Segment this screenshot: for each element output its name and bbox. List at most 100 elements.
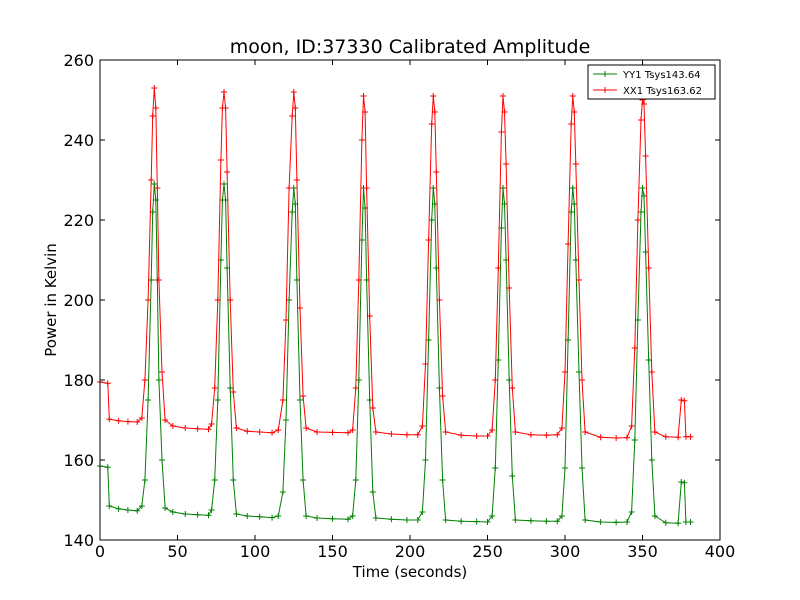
legend-label-xx1: XX1 Tsys163.62 (623, 86, 702, 97)
series-0-point-17 (169, 509, 176, 515)
series-0-point-59 (388, 516, 395, 523)
series-1-point-1 (104, 380, 111, 387)
series-1-point-44 (300, 393, 307, 399)
series-1-point-21 (208, 421, 215, 427)
series-0-point-32 (244, 513, 251, 519)
chart-title: moon, ID:37330 Calibrated Amplitude (230, 36, 591, 58)
series-0-point-92 (569, 185, 576, 191)
series-1-point-10 (149, 113, 156, 119)
series-0-point-112 (675, 520, 682, 527)
series-1-point-109 (648, 369, 655, 375)
series-0-point-57 (369, 489, 376, 495)
series-1-point-19 (194, 425, 201, 432)
series-1-point-110 (651, 429, 658, 435)
series-1-point-106 (641, 101, 648, 107)
series-1-point-64 (425, 237, 432, 243)
series-0-point-71 (442, 517, 449, 523)
series-1-point-12 (152, 105, 159, 111)
series-1-point-27 (222, 105, 229, 111)
series-0-point-101 (628, 509, 635, 515)
series-1-point-32 (244, 428, 251, 435)
series-1-point-46 (314, 429, 320, 435)
series-1-point-113 (678, 397, 685, 403)
series-1-point-69 (436, 297, 443, 303)
series-0-point-73 (473, 518, 480, 525)
series-0-point-105 (639, 185, 646, 191)
y-tick-label-0: 140 (63, 531, 94, 550)
legend: YY1 Tsys143.64 XX1 Tsys163.62 (587, 64, 716, 100)
series-0-point-89 (562, 465, 568, 471)
series-1-point-33 (256, 429, 263, 435)
series-0-point-77 (495, 357, 502, 363)
series-0-point-15 (159, 457, 165, 463)
x-tick-label-4: 200 (395, 542, 426, 561)
series-1-point-77 (495, 265, 502, 271)
x-tick-label-6: 300 (550, 542, 581, 561)
series-0-point-37 (283, 417, 289, 423)
x-tick-label-7: 350 (627, 542, 658, 561)
legend-label-yy1: YY1 Tsys143.64 (622, 70, 701, 81)
series-0-point-84 (512, 517, 519, 523)
series-1-point-11 (151, 85, 158, 91)
series-1-point-65 (428, 121, 435, 127)
series-0-point-93 (571, 201, 578, 207)
series-1-point-28 (224, 169, 231, 175)
series-1-point-61 (414, 431, 421, 438)
x-axis: 0 50 100 150 200 250 300 350 400 (95, 60, 735, 561)
series-0-point-8 (145, 397, 152, 403)
series-0-point-102 (631, 437, 638, 443)
series-1-point-38 (286, 185, 293, 191)
series-1-point-56 (366, 313, 373, 319)
series-1-point-73 (473, 433, 480, 439)
series-0-point-76 (492, 465, 499, 471)
series-1-point-60 (403, 431, 410, 438)
series-1-point-94 (572, 161, 579, 167)
series-0-point-33 (256, 513, 263, 520)
series-0-point-75 (489, 513, 496, 519)
series-1-point-89 (562, 369, 568, 375)
series-0-point-106 (641, 193, 648, 199)
x-axis-label: Time (seconds) (352, 563, 468, 581)
series-0-point-30 (230, 477, 237, 483)
series-1-point-35 (275, 427, 282, 433)
series-1-point-52 (358, 137, 365, 143)
series-0-point-86 (543, 518, 550, 525)
series-0-point-63 (422, 457, 429, 463)
series-1-point-87 (554, 431, 561, 438)
x-tick-label-1: 50 (167, 542, 187, 561)
series-1-point-48 (345, 429, 351, 436)
series-0-point-31 (233, 511, 240, 517)
series-1-point-16 (162, 417, 169, 423)
series-0-point-22 (211, 477, 218, 483)
series-1-point-86 (543, 432, 550, 439)
series-1-point-63 (422, 361, 429, 367)
series-0-point-72 (458, 518, 465, 525)
series-0-point-108 (645, 357, 652, 363)
series-0-point-99 (613, 519, 620, 526)
y-tick-label-3: 200 (63, 291, 94, 310)
series-1-point-26 (221, 89, 227, 95)
series-1-point-8 (145, 297, 152, 303)
series-1-point-83 (509, 385, 516, 391)
series-0-point-110 (651, 513, 658, 519)
series-1-point-108 (645, 265, 652, 271)
series-1-point-101 (628, 423, 635, 429)
series-0-point-116 (687, 519, 694, 525)
series-1-point-71 (442, 429, 449, 435)
series-0-point-95 (575, 369, 582, 375)
series-0-point-48 (345, 516, 351, 523)
series-1-point-66 (430, 93, 437, 99)
series-0-point-49 (349, 513, 356, 519)
series-0-point-23 (214, 397, 221, 403)
x-tick-label-0: 0 (95, 542, 105, 561)
x-tick-label-8: 400 (705, 542, 736, 561)
series-0-point-79 (500, 185, 506, 191)
series-1-point-45 (303, 425, 310, 431)
series-0-point-29 (227, 385, 234, 391)
series-1-point-50 (352, 385, 359, 391)
y-tick-label-5: 240 (63, 131, 94, 150)
series-0-point-36 (279, 489, 286, 495)
series-0-point-66 (430, 185, 437, 191)
series-0-point-18 (182, 511, 189, 517)
